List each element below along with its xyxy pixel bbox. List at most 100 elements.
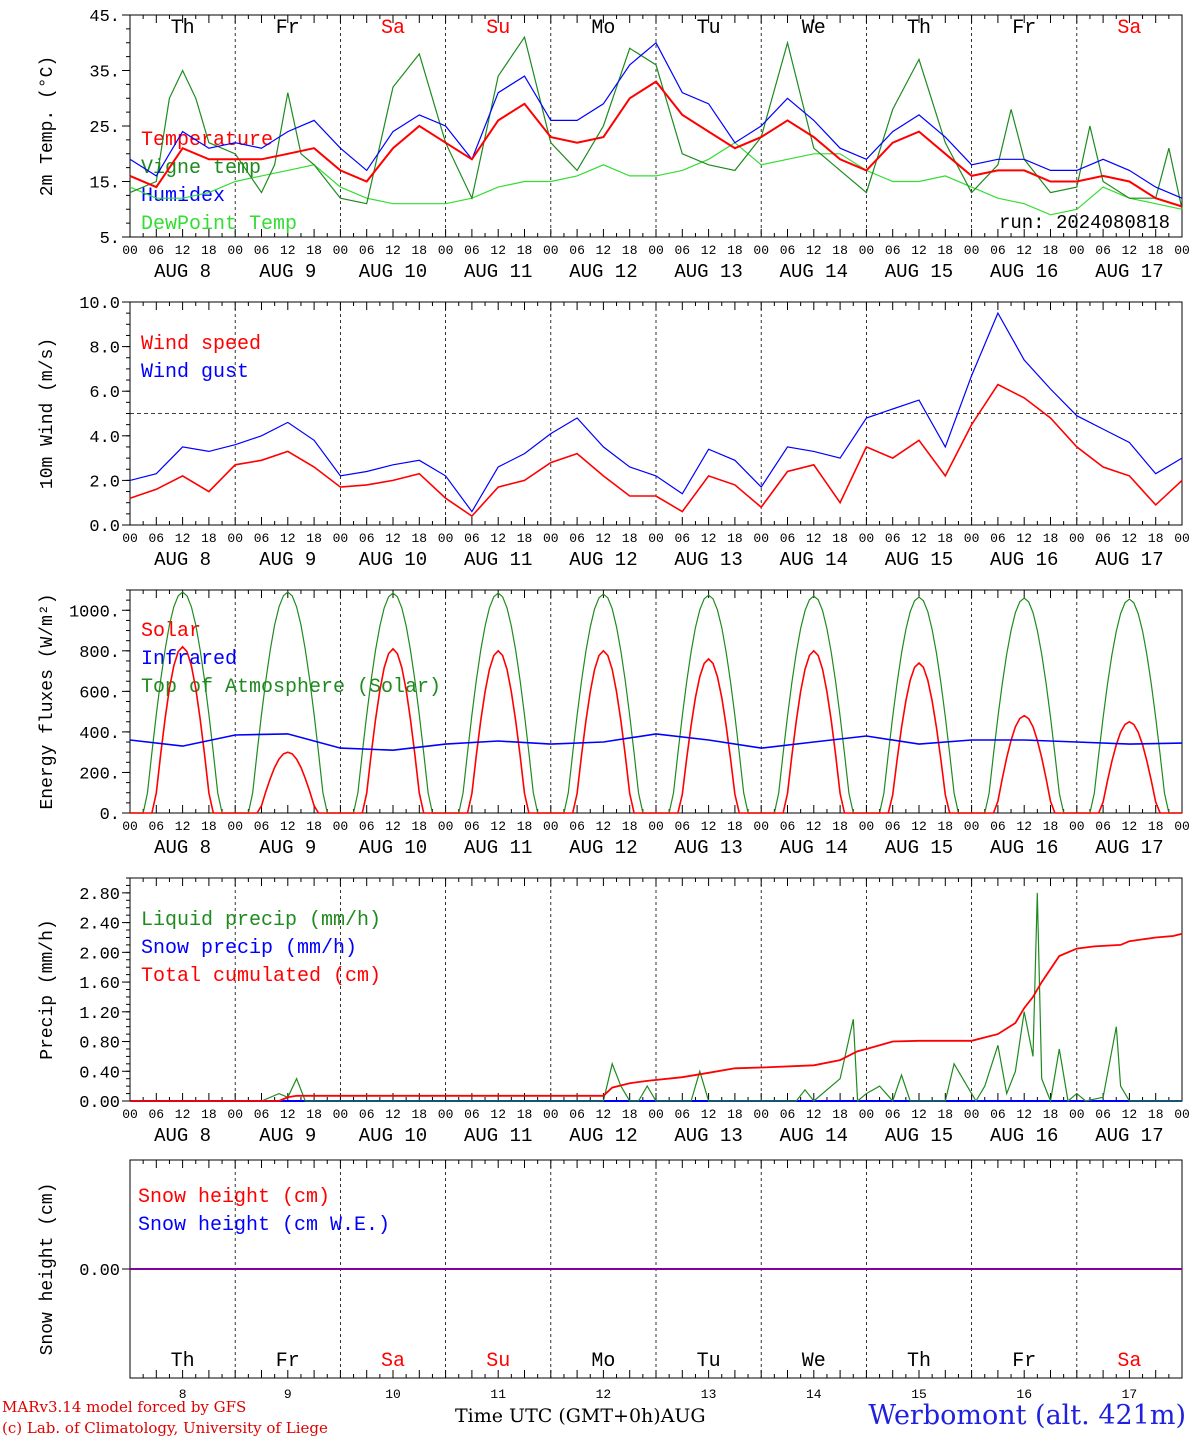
hour-label: 00 <box>964 1107 980 1122</box>
hour-label: 00 <box>1174 531 1190 546</box>
day-name: Mo <box>591 1350 615 1373</box>
hour-label: 12 <box>596 819 612 834</box>
date-label: AUG 12 <box>569 1125 637 1147</box>
y-tick-label: 2.0 <box>89 473 120 492</box>
legend-entry: Liquid precip (mm/h) <box>141 909 381 932</box>
hour-label: 06 <box>1095 243 1111 258</box>
legend-entry: Humidex <box>141 185 225 208</box>
hour-label: 18 <box>306 1107 322 1122</box>
date-label: AUG 15 <box>885 1125 953 1147</box>
hour-label: 06 <box>464 1107 480 1122</box>
hour-label: 06 <box>780 243 796 258</box>
hour-label: 00 <box>753 819 769 834</box>
hour-label: 00 <box>859 819 875 834</box>
hour-label: 00 <box>648 1107 664 1122</box>
date-label: AUG 14 <box>780 261 848 283</box>
hour-label: 00 <box>1069 531 1085 546</box>
legend-entry: Solar <box>141 620 201 643</box>
day-name: Sa <box>1117 17 1141 40</box>
day-name: Sa <box>381 17 405 40</box>
day-name: We <box>802 1350 826 1373</box>
hour-label: 00 <box>227 819 243 834</box>
hour-label: 12 <box>385 819 401 834</box>
legend-entry: Wind speed <box>141 333 261 356</box>
hour-label: 12 <box>280 243 296 258</box>
hour-label: 00 <box>438 243 454 258</box>
date-label: AUG 12 <box>569 837 637 859</box>
y-tick-label: 0.40 <box>79 1064 120 1083</box>
hour-label: 12 <box>490 819 506 834</box>
hour-label: 00 <box>333 531 349 546</box>
hour-label: 12 <box>385 531 401 546</box>
day-name: Sa <box>381 1350 405 1373</box>
date-label: AUG 17 <box>1095 1125 1163 1147</box>
legend-entry: Snow height (cm) <box>138 1186 330 1209</box>
hour-label: 18 <box>1148 819 1164 834</box>
date-label: AUG 15 <box>885 261 953 283</box>
hour-label: 00 <box>1174 243 1190 258</box>
hour-label: 06 <box>674 1107 690 1122</box>
hour-label: 12 <box>911 531 927 546</box>
hour-label: 06 <box>464 531 480 546</box>
y-tick-label: 2.00 <box>79 945 120 964</box>
day-number: 17 <box>1122 1387 1138 1402</box>
date-label: AUG 11 <box>464 261 532 283</box>
hour-label: 00 <box>753 531 769 546</box>
day-number: 14 <box>806 1387 822 1402</box>
hour-label: 12 <box>806 1107 822 1122</box>
hour-label: 18 <box>201 531 217 546</box>
hour-label: 00 <box>333 819 349 834</box>
day-name: Th <box>171 1350 195 1373</box>
hour-label: 18 <box>832 819 848 834</box>
y-tick-label: 8.0 <box>89 340 120 359</box>
day-name: Su <box>486 17 510 40</box>
hour-label: 12 <box>385 243 401 258</box>
day-name: Fr <box>1012 1350 1036 1373</box>
hour-label: 12 <box>1122 1107 1138 1122</box>
hour-label: 06 <box>148 819 164 834</box>
date-label: AUG 8 <box>154 549 211 571</box>
hour-label: 12 <box>806 243 822 258</box>
date-label: AUG 17 <box>1095 549 1163 571</box>
run-label: run: 2024080818 <box>999 212 1170 234</box>
humidex-line <box>129 41 1183 199</box>
hour-label: 06 <box>990 243 1006 258</box>
y-axis-label: Precip (mm/h) <box>38 919 58 1059</box>
hour-label: 06 <box>254 1107 270 1122</box>
hour-label: 00 <box>122 531 138 546</box>
y-tick-label: 15. <box>89 175 120 194</box>
y-axis-label: 10m Wind (m/s) <box>38 338 58 489</box>
hour-label: 00 <box>122 1107 138 1122</box>
hour-label: 18 <box>832 1107 848 1122</box>
day-number: 16 <box>1016 1387 1032 1402</box>
day-number: 13 <box>701 1387 717 1402</box>
hour-label: 12 <box>490 243 506 258</box>
hour-label: 00 <box>438 819 454 834</box>
hour-label: 00 <box>1174 1107 1190 1122</box>
hour-label: 18 <box>937 819 953 834</box>
y-tick-label: 600. <box>79 684 120 703</box>
day-name: Sa <box>1117 1350 1141 1373</box>
y-tick-label: 1.60 <box>79 975 120 994</box>
hour-label: 00 <box>543 1107 559 1122</box>
hour-label: 12 <box>385 1107 401 1122</box>
day-name: Tu <box>697 17 721 40</box>
legend-entry: Total cumulated (cm) <box>141 965 381 988</box>
hour-label: 06 <box>359 531 375 546</box>
hour-label: 06 <box>674 819 690 834</box>
hour-label: 12 <box>1122 531 1138 546</box>
hour-label: 12 <box>701 819 717 834</box>
hour-label: 06 <box>1095 531 1111 546</box>
wind-gust-line <box>129 311 1183 513</box>
hour-label: 18 <box>517 531 533 546</box>
hour-label: 18 <box>622 819 638 834</box>
hour-label: 18 <box>201 819 217 834</box>
date-label: AUG 10 <box>359 1125 427 1147</box>
date-label: AUG 9 <box>259 837 316 859</box>
hour-label: 12 <box>911 1107 927 1122</box>
day-name: Su <box>486 1350 510 1373</box>
y-tick-label: 45. <box>89 8 120 27</box>
hour-label: 00 <box>964 243 980 258</box>
hour-label: 06 <box>359 819 375 834</box>
day-number: 10 <box>385 1387 401 1402</box>
